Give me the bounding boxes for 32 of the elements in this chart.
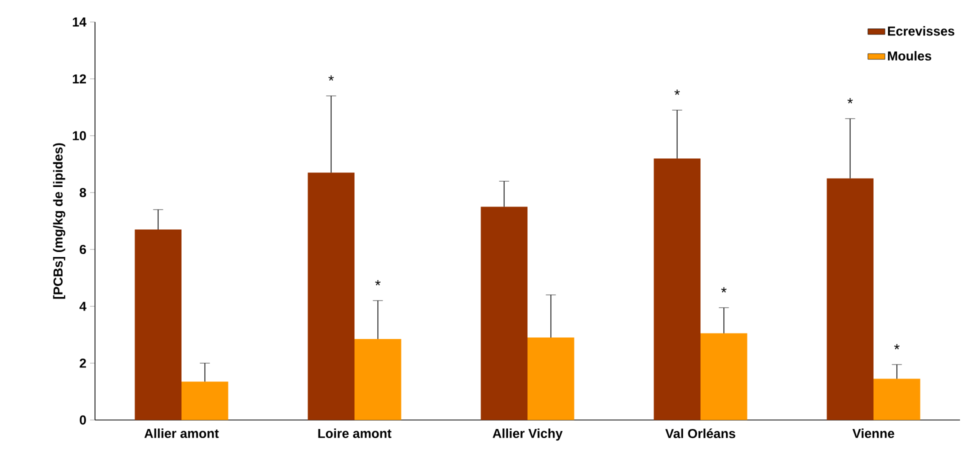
legend-label: Ecrevisses [888,26,954,36]
x-tick-label: Loire amont [318,428,392,438]
annotation: * [847,98,853,104]
bar [874,378,920,420]
x-tick-label: Vienne [852,428,894,438]
y-tick-label: 0 [80,415,86,425]
y-tick-label: 2 [80,358,86,368]
annotation: * [674,90,680,95]
y-axis-title: [PCBs] (mg/kg de lipides) [53,143,66,299]
x-tick-label: Allier Vichy [492,428,563,441]
bar [308,172,355,420]
y-tick-label: 4 [79,302,86,311]
bar [134,230,182,420]
bar [654,158,701,420]
bar [182,382,228,420]
annotation: * [721,287,727,292]
legend-label: Moules [888,51,932,61]
y-tick-label: 10 [72,131,86,140]
x-tick-label: Allier amont [144,428,219,438]
bar [826,178,874,420]
annotation: * [328,75,334,81]
bar [528,338,574,420]
y-tick-label: 14 [72,18,86,26]
x-tick-label: Val Orléans [665,428,736,438]
y-tick-label: 8 [80,188,86,198]
y-tick-label: 6 [80,244,86,254]
annotation: * [375,280,381,286]
bar [480,206,528,420]
annotation: * [894,344,900,350]
bar [354,338,402,420]
y-tick-label: 12 [72,74,86,84]
bar [700,333,748,420]
